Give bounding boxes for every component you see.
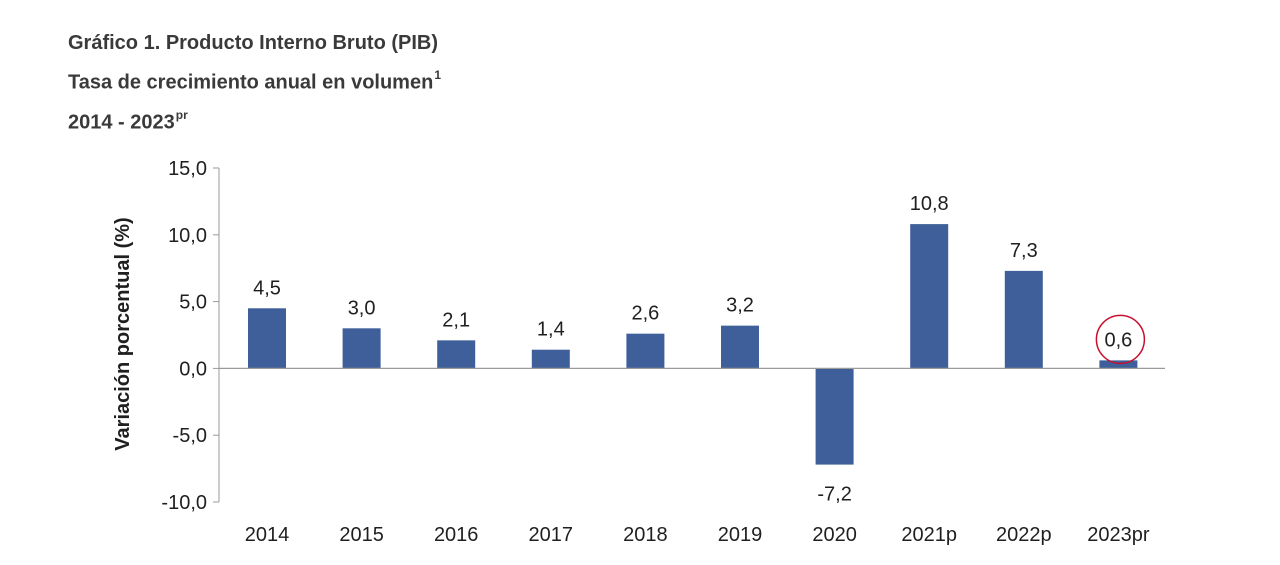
value-label-2022p: 7,3 bbox=[1010, 240, 1038, 262]
value-label-2019: 3,2 bbox=[726, 295, 754, 317]
y-tick-label: 10,0 bbox=[168, 225, 207, 247]
x-tick-label-2020: 2020 bbox=[812, 524, 857, 546]
bar-2021p bbox=[910, 224, 949, 369]
bar-2015 bbox=[342, 328, 381, 369]
x-tick-label-2023pr: 2023pr bbox=[1087, 524, 1150, 546]
bar-2018 bbox=[626, 333, 665, 369]
x-tick-label-2014: 2014 bbox=[245, 524, 290, 546]
bar-2020 bbox=[815, 368, 854, 465]
y-tick-label: 15,0 bbox=[168, 158, 207, 180]
y-tick-label: 0,0 bbox=[179, 358, 207, 380]
y-axis-title: Variación porcentual (%) bbox=[112, 217, 134, 450]
value-label-2017: 1,4 bbox=[537, 319, 565, 341]
y-tick-label: 5,0 bbox=[179, 292, 207, 314]
x-tick-label-2022p: 2022p bbox=[996, 524, 1052, 546]
bar-2016 bbox=[437, 340, 476, 369]
x-tick-label-2021p: 2021p bbox=[901, 524, 957, 546]
x-tick-label-2016: 2016 bbox=[434, 524, 479, 546]
value-label-2020: -7,2 bbox=[817, 484, 851, 506]
bar-2017 bbox=[531, 349, 570, 369]
bar-2022p bbox=[1004, 270, 1043, 369]
x-tick-label-2017: 2017 bbox=[529, 524, 574, 546]
value-label-2023pr: 0,6 bbox=[1104, 329, 1132, 351]
bar-2014 bbox=[248, 308, 286, 369]
chart-subtitle: Tasa de crecimiento anual en volumen1 bbox=[68, 68, 441, 94]
x-tick-label-2019: 2019 bbox=[718, 524, 763, 546]
x-tick-label-2015: 2015 bbox=[339, 524, 384, 546]
bar-2019 bbox=[721, 325, 759, 369]
value-label-2018: 2,6 bbox=[631, 303, 659, 325]
x-tick-label-2018: 2018 bbox=[623, 524, 668, 546]
y-tick-label: -10,0 bbox=[161, 492, 207, 514]
chart-title-block: Gráfico 1. Producto Interno Bruto (PIB) … bbox=[68, 26, 441, 139]
value-label-2021p: 10,8 bbox=[910, 193, 949, 215]
bar-2023pr bbox=[1099, 360, 1138, 369]
value-label-2015: 3,0 bbox=[348, 297, 376, 319]
value-label-2016: 2,1 bbox=[442, 309, 470, 331]
chart-title: Gráfico 1. Producto Interno Bruto (PIB) bbox=[68, 32, 439, 54]
y-tick-label: -5,0 bbox=[173, 425, 207, 447]
highlight-circle bbox=[1095, 314, 1146, 365]
chart-period: 2014 - 2023pr bbox=[68, 107, 188, 134]
value-label-2014: 4,5 bbox=[253, 277, 281, 299]
